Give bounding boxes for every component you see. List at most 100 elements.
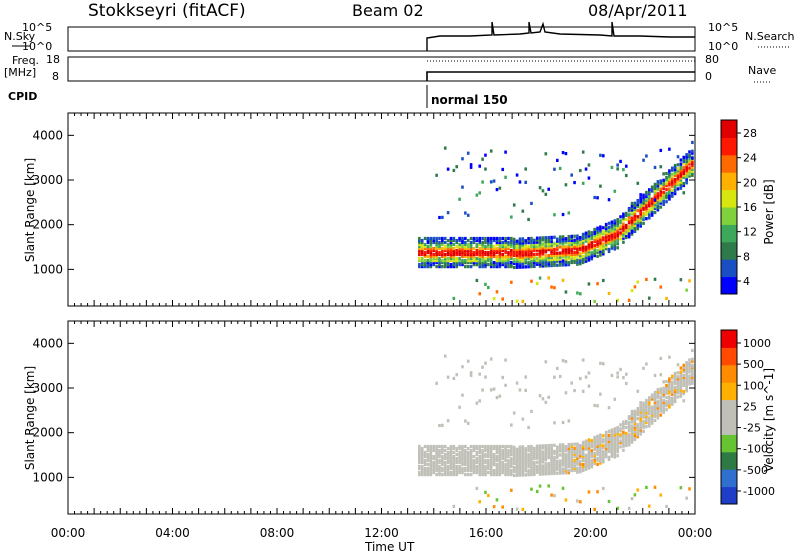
power-cell — [524, 241, 528, 245]
power-cell — [601, 250, 605, 254]
power-cell — [489, 149, 493, 153]
power-cell — [530, 256, 533, 261]
velocity-cell — [599, 441, 602, 445]
velocity-cell — [455, 473, 459, 477]
power-cell — [464, 248, 467, 253]
power-cell — [576, 258, 579, 262]
power-cell — [426, 246, 430, 251]
velocity-cell — [547, 443, 550, 448]
power-cell — [418, 250, 421, 255]
velocity-cell — [530, 446, 533, 451]
power-cell — [610, 240, 614, 244]
velocity-cell — [510, 448, 513, 453]
power-cell — [564, 151, 568, 156]
velocity-cell — [593, 451, 596, 456]
velocity-cell — [639, 408, 642, 412]
power-cell — [630, 210, 634, 214]
power-cell — [679, 278, 683, 282]
velocity-cell — [527, 465, 530, 469]
velocity-cell — [607, 429, 611, 433]
velocity-cell — [533, 446, 536, 450]
power-cell — [521, 239, 525, 243]
velocity-cell — [613, 437, 617, 441]
velocity-cell — [688, 374, 691, 378]
velocity-cell — [650, 415, 654, 419]
velocity-cell — [504, 471, 507, 475]
velocity-cell — [673, 400, 677, 404]
power-cell — [461, 157, 464, 161]
velocity-cell — [587, 466, 591, 470]
power-cell — [579, 246, 582, 250]
velocity-cell — [524, 455, 528, 459]
power-cell — [449, 250, 453, 255]
power-cell — [679, 182, 683, 186]
velocity-cell — [613, 453, 617, 457]
power-cell — [682, 161, 686, 165]
power-cell — [524, 253, 528, 257]
cpid-value: normal 150 — [431, 93, 508, 107]
power-cell — [587, 246, 591, 250]
velocity-cell — [630, 426, 634, 430]
velocity-cell — [512, 453, 516, 457]
velocity-cell — [558, 445, 562, 449]
power-cell — [550, 247, 553, 252]
power-cell — [475, 250, 479, 255]
velocity-cell — [446, 458, 450, 463]
power-cell — [653, 194, 657, 199]
velocity-cell — [489, 466, 493, 471]
velocity-cell — [452, 460, 456, 465]
velocity-cell — [515, 459, 519, 463]
velocity-cell — [510, 456, 513, 461]
velocity-cell — [472, 469, 476, 473]
velocity-cell — [521, 417, 525, 421]
power-cell — [498, 246, 502, 251]
velocity-cell — [423, 462, 427, 467]
power-cell — [521, 259, 525, 263]
power-cell — [489, 248, 493, 253]
velocity-cell — [441, 473, 444, 477]
power-cell — [685, 153, 688, 157]
velocity-cell — [527, 471, 530, 475]
power-cell — [653, 188, 657, 193]
power-cell — [544, 254, 548, 258]
power-cell — [673, 173, 677, 178]
power-cell — [530, 236, 533, 241]
velocity-cell — [676, 395, 680, 399]
velocity-cell — [561, 453, 565, 457]
power-cell — [668, 147, 671, 151]
velocity-cell — [420, 473, 424, 477]
velocity-cell — [487, 493, 490, 498]
power-cell — [682, 165, 686, 170]
power-cell — [521, 257, 525, 261]
power-cell — [587, 236, 591, 240]
power-cell — [489, 250, 493, 255]
velocity-cell — [441, 450, 444, 455]
velocity-cell — [653, 373, 657, 378]
velocity-cell — [515, 381, 519, 385]
velocity-cell — [645, 408, 648, 413]
velocity-cell — [478, 450, 482, 455]
power-cell — [596, 282, 599, 286]
power-cell — [469, 265, 473, 269]
power-cell — [665, 192, 668, 196]
power-cell — [521, 263, 525, 267]
power-cell — [501, 248, 505, 253]
velocity-cell — [659, 493, 663, 497]
velocity-cell — [420, 469, 424, 473]
power-cell — [673, 163, 677, 168]
velocity-cell — [576, 450, 579, 454]
power-cell — [489, 261, 493, 265]
power-cell — [668, 189, 671, 193]
power-cell — [438, 236, 441, 241]
velocity-cell — [596, 458, 599, 462]
power-cell — [624, 213, 628, 218]
velocity-cell — [475, 466, 479, 471]
power-cell — [599, 225, 602, 229]
velocity-cell — [515, 465, 519, 469]
power-cell — [601, 154, 605, 158]
velocity-cell — [541, 446, 545, 450]
power-cell — [630, 230, 634, 234]
power-cell — [682, 159, 686, 163]
power-cell — [547, 264, 550, 268]
